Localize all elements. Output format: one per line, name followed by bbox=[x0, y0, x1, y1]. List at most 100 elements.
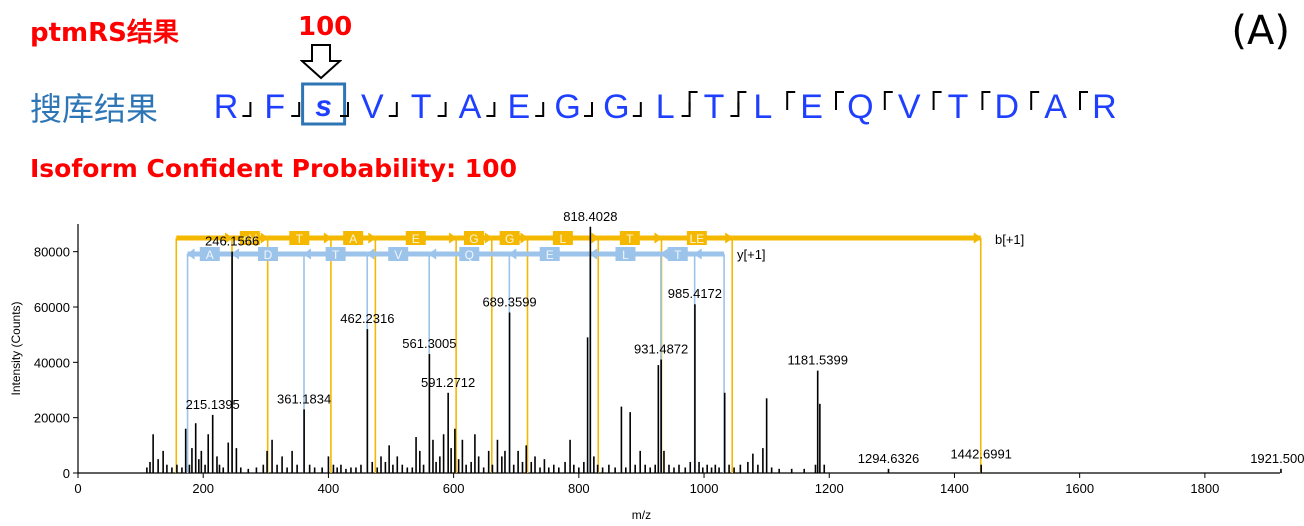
b-ion-label: G bbox=[505, 232, 514, 246]
x-tick-label: 1200 bbox=[815, 481, 844, 496]
x-tick-label: 0 bbox=[74, 481, 81, 496]
y-ion-label: E bbox=[546, 248, 554, 262]
y-ion-label-bg bbox=[615, 247, 636, 261]
b-ion-label-bg bbox=[552, 231, 573, 245]
y-ion-arrow bbox=[508, 248, 517, 260]
b-ion-label: G bbox=[469, 232, 478, 246]
b-ion-arrow bbox=[724, 232, 734, 244]
y-ion-arrow bbox=[366, 248, 375, 260]
b-ion-marker bbox=[340, 102, 349, 117]
y-ion-marker bbox=[883, 91, 893, 110]
residue: G bbox=[603, 88, 629, 126]
residue: A bbox=[1044, 88, 1067, 126]
y-tick-label: 80000 bbox=[34, 245, 70, 260]
isoform-probability-label: Isoform Confident Probability: 100 bbox=[30, 154, 517, 183]
residue: T bbox=[948, 88, 969, 126]
peak-label: 361.1834 bbox=[277, 391, 331, 406]
b-ion-arrow bbox=[368, 232, 377, 244]
y-ion-label: V bbox=[394, 248, 402, 262]
x-tick-label: 400 bbox=[318, 481, 340, 496]
b-ion-marker bbox=[535, 102, 545, 117]
residue: R bbox=[1092, 88, 1117, 126]
b-ion-arrow bbox=[654, 232, 663, 244]
y-ion-arrow bbox=[659, 248, 669, 260]
residue: T bbox=[704, 88, 725, 126]
y-ion-arrow bbox=[186, 248, 195, 260]
peak-label: 689.3599 bbox=[482, 295, 536, 310]
y-ion-arrow bbox=[693, 248, 702, 260]
y-ion-label: L bbox=[622, 248, 629, 262]
peak-label: 462.2316 bbox=[340, 311, 394, 326]
b-ion-label-bg bbox=[343, 231, 364, 245]
peak-label: 985.4172 bbox=[668, 286, 722, 301]
y-ion-label-bg bbox=[459, 247, 480, 261]
b-ion-label-bg bbox=[499, 231, 520, 245]
y-ion-label-bg bbox=[258, 247, 279, 261]
y-ion-marker bbox=[835, 91, 844, 110]
b-ion-arrow bbox=[484, 232, 493, 244]
x-tick-label: 1400 bbox=[940, 481, 969, 496]
x-tick-label: 600 bbox=[443, 481, 465, 496]
b-ion-marker bbox=[584, 102, 593, 117]
ptmrs-result-label: ptmRS结果 bbox=[30, 18, 179, 48]
y-series-label: y[+1] bbox=[737, 247, 766, 262]
y-ion-label-bg bbox=[199, 247, 220, 261]
peak-label: 246.1566 bbox=[205, 234, 259, 249]
b-ion-arrow bbox=[260, 232, 269, 244]
modified-site-box bbox=[301, 82, 347, 126]
y-ion-label-bg bbox=[388, 247, 409, 261]
residue: F bbox=[264, 88, 285, 126]
peak-label: 818.4028 bbox=[563, 209, 617, 224]
b-ion-label: T bbox=[626, 232, 634, 246]
y-ion-label-bg bbox=[539, 247, 560, 261]
peak-label: 1921.5001 bbox=[1250, 451, 1304, 466]
b-ion-marker bbox=[388, 102, 398, 117]
peak-label: 1442.6991 bbox=[950, 447, 1011, 462]
b-ion-arrow bbox=[520, 232, 529, 244]
residue: T bbox=[411, 88, 432, 126]
residue: R bbox=[214, 88, 239, 126]
y-ion-marker bbox=[1079, 91, 1088, 110]
residue: D bbox=[995, 88, 1020, 126]
y-tick-label: 0 bbox=[63, 466, 70, 481]
y-ion-marker bbox=[688, 91, 698, 110]
b-ion-marker bbox=[291, 102, 301, 117]
y-tick-label: 40000 bbox=[34, 355, 70, 370]
b-ion-arrow bbox=[448, 232, 457, 244]
b-ion-label-bg bbox=[686, 231, 707, 245]
peak-label: 931.4872 bbox=[634, 342, 688, 357]
x-tick-label: 1800 bbox=[1190, 481, 1219, 496]
b-ion-label: LE bbox=[689, 232, 704, 246]
y-ion-arrow bbox=[231, 248, 240, 260]
residue: A bbox=[459, 88, 482, 126]
y-ion-label: Q bbox=[465, 248, 474, 262]
b-ion-arrow bbox=[224, 232, 233, 244]
b-ion-label: T bbox=[296, 232, 304, 246]
y-ion-arrow bbox=[428, 248, 437, 260]
b-ion-marker bbox=[632, 102, 642, 117]
y-ion-label: A bbox=[206, 248, 214, 262]
b-ion-label-bg bbox=[239, 231, 260, 245]
x-tick-label: 800 bbox=[568, 481, 590, 496]
residue-modified: s bbox=[315, 90, 332, 123]
y-ion-label: D bbox=[264, 248, 273, 262]
b-ion-arrow bbox=[973, 232, 982, 244]
b-ion-label-bg bbox=[463, 231, 484, 245]
peak-label: 215.1395 bbox=[186, 397, 240, 412]
x-tick-label: 200 bbox=[192, 481, 214, 496]
y-ion-arrow bbox=[303, 248, 312, 260]
y-ion-label-bg bbox=[325, 247, 346, 261]
b-ion-marker bbox=[681, 102, 691, 117]
b-ion-label: A bbox=[349, 232, 357, 246]
y-axis-label: Intensity (Counts) bbox=[9, 301, 23, 395]
b-ion-marker bbox=[486, 102, 496, 117]
residue: E bbox=[800, 88, 823, 126]
y-ion-label-bg bbox=[667, 247, 688, 261]
y-ion-label: T bbox=[332, 248, 340, 262]
ms-spectrum-chart: 0 200 400 600 800 1000 1200 1400 1600 1800 0 20000 4… bbox=[9, 209, 1304, 522]
b-ion-label-bg bbox=[289, 231, 310, 245]
b-ion-arrow bbox=[323, 232, 332, 244]
residue: E bbox=[507, 88, 530, 126]
x-tick-label: 1000 bbox=[690, 481, 719, 496]
